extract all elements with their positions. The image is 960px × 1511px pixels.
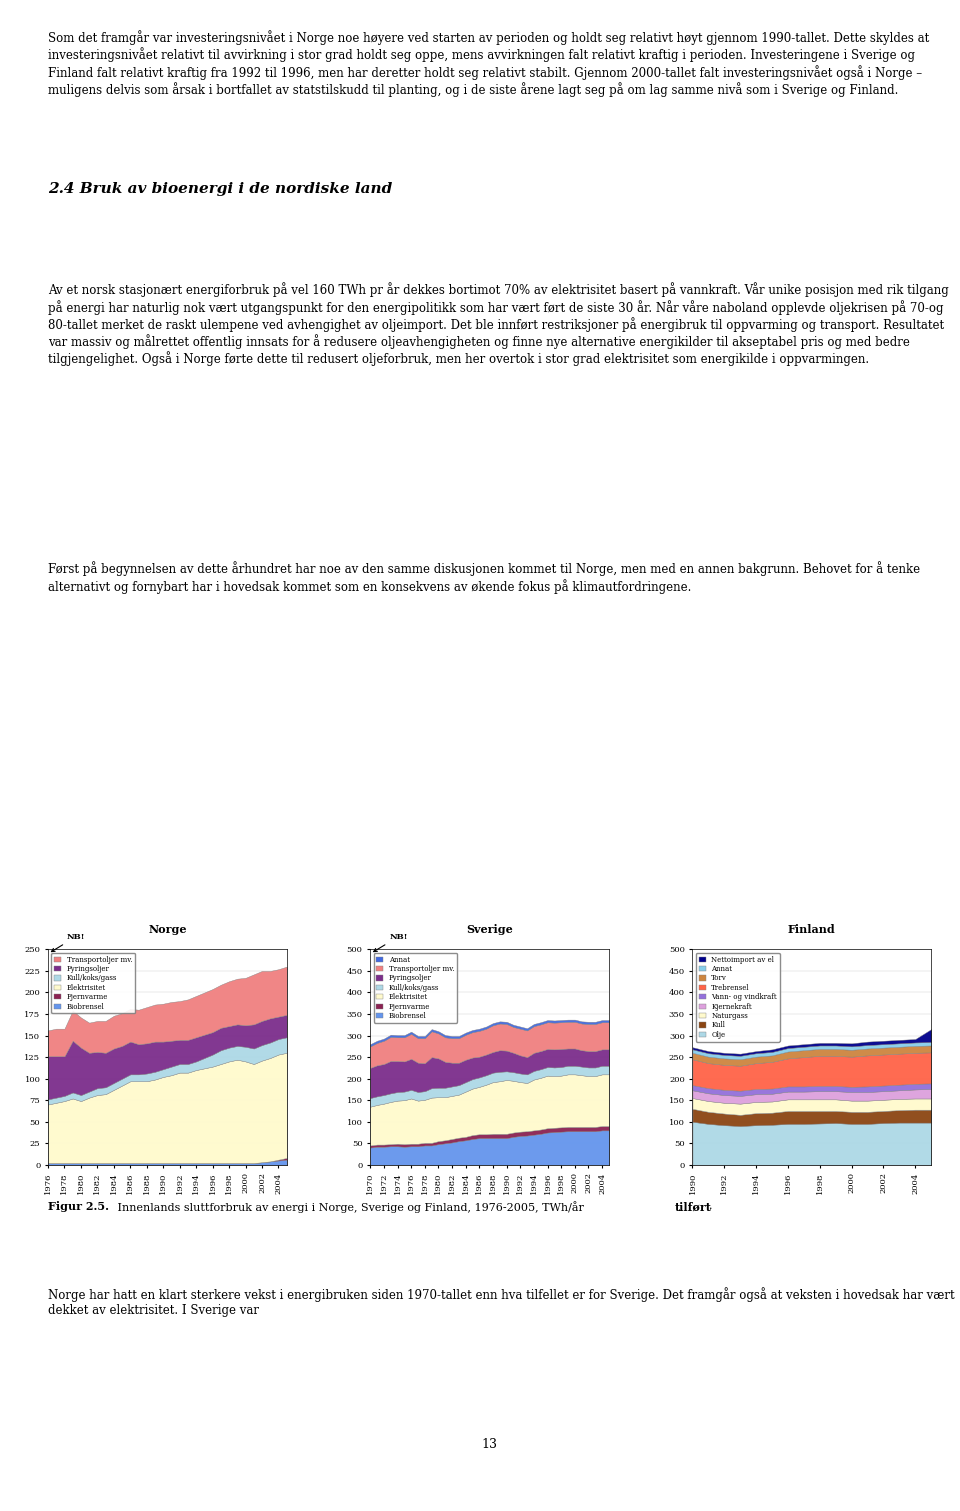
Legend: Annat, Transportoljer mv., Fyringsoljer, Kull/koks/gass, Elektrisitet, Fjernvarm: Annat, Transportoljer mv., Fyringsoljer,… — [373, 953, 457, 1023]
Text: Figur 2.5.: Figur 2.5. — [48, 1201, 109, 1212]
Text: Norge har hatt en klart sterkere vekst i energibruken siden 1970-tallet enn hva : Norge har hatt en klart sterkere vekst i… — [48, 1287, 954, 1316]
Text: NB!: NB! — [52, 932, 85, 952]
Text: tilført: tilført — [675, 1201, 712, 1212]
Text: Som det framgår var investeringsnivået i Norge noe høyere ved starten av periode: Som det framgår var investeringsnivået i… — [48, 30, 929, 97]
Text: NB!: NB! — [373, 932, 408, 952]
Text: 2.4 Bruk av bioenergi i de nordiske land: 2.4 Bruk av bioenergi i de nordiske land — [48, 181, 393, 195]
Legend: Nettoimport av el, Annat, Torv, Trebrensel, Vann- og vindkraft, Kjernekraft, Nat: Nettoimport av el, Annat, Torv, Trebrens… — [696, 953, 780, 1041]
Text: 13: 13 — [482, 1438, 497, 1452]
Text: Innenlands sluttforbruk av energi i Norge, Sverige og Finland, 1976-2005, TWh/år: Innenlands sluttforbruk av energi i Norg… — [114, 1201, 588, 1213]
Title: Sverige: Sverige — [467, 923, 513, 935]
Title: Norge: Norge — [148, 923, 186, 935]
Text: Først på begynnelsen av dette århundret har noe av den samme diskusjonen kommet : Først på begynnelsen av dette århundret … — [48, 562, 920, 594]
Text: Av et norsk stasjonært energiforbruk på vel 160 TWh pr år dekkes bortimot 70% av: Av et norsk stasjonært energiforbruk på … — [48, 283, 948, 366]
Text: .: . — [708, 1201, 712, 1212]
Legend: Transportoljer mv., Fyringsoljer, Kull/koks/gass, Elektrisitet, Fjernvarme, Biob: Transportoljer mv., Fyringsoljer, Kull/k… — [52, 953, 135, 1014]
Title: Finland: Finland — [788, 923, 836, 935]
